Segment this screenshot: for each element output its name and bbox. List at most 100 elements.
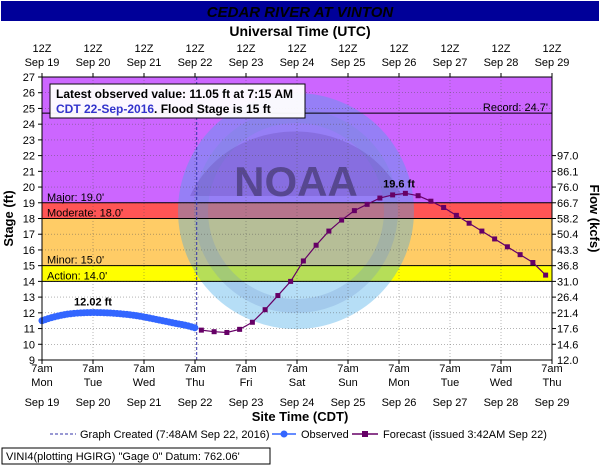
y-tick-label: 10	[23, 339, 35, 351]
threshold-label: Action: 14.0'	[47, 270, 107, 282]
y-tick-label: 18	[23, 214, 35, 226]
observed-point	[64, 311, 71, 317]
x-axis-title: Site Time (CDT)	[252, 409, 349, 424]
x-bottom-tick-day: Sat	[289, 377, 306, 389]
x-bottom-tick-day: Thu	[186, 377, 205, 389]
forecast-point	[262, 307, 268, 313]
forecast-point	[543, 272, 549, 278]
forecast-point	[288, 278, 294, 284]
observed-point	[90, 309, 96, 316]
forecast-point	[415, 193, 421, 199]
x-top-tick-date: Sep 19	[25, 57, 60, 69]
observed-point	[73, 310, 79, 316]
forecast-point	[453, 212, 459, 218]
footer-box	[1, 447, 271, 465]
x-bottom-tick-day: Mon	[31, 377, 52, 389]
x-bottom-tick-time: 7am	[31, 363, 52, 375]
forecast-point	[339, 217, 345, 223]
forecast-line	[201, 192, 547, 334]
x-top-tick-time: 12Z	[84, 43, 103, 55]
x-bottom-tick-date: Sep 23	[229, 397, 264, 409]
y2-tick-label: 86.1	[557, 166, 578, 178]
y-tick-label: 9	[29, 355, 35, 367]
x-top-tick-date: Sep 27	[433, 57, 468, 69]
x-bottom-tick-date: Sep 28	[484, 397, 519, 409]
x-top-tick-time: 12Z	[543, 43, 562, 55]
y2-axis-title: Flow (kcfs)	[587, 185, 600, 253]
forecast-point	[492, 236, 498, 242]
observed-point	[47, 315, 54, 321]
y-tick-label: 17	[23, 229, 35, 241]
title-bar	[1, 1, 599, 21]
record-label: Record: 24.7'	[483, 102, 548, 114]
y-axis-title: Stage (ft)	[1, 190, 16, 246]
observed-point	[183, 322, 190, 329]
info-date: CDT 22-Sep-2016	[56, 102, 154, 116]
forecast-point	[402, 190, 408, 196]
y2-tick-label: 58.2	[557, 214, 578, 226]
info-line-1: Latest observed value: 11.05 ft at 7:15 …	[56, 87, 293, 101]
x-top-tick-time: 12Z	[339, 43, 358, 55]
x-top-tick-time: 12Z	[390, 43, 409, 55]
x-top-tick-time: 12Z	[186, 43, 205, 55]
x-bottom-tick-date: Sep 26	[382, 397, 417, 409]
info-line-2: CDT 22-Sep-2016. Flood Stage is 15 ft	[56, 102, 271, 116]
forecast-point	[224, 329, 230, 335]
observed-point	[56, 312, 62, 319]
observed-point	[158, 317, 164, 324]
x-top-tick-date: Sep 29	[535, 57, 570, 69]
observed-point	[132, 312, 139, 319]
x-top-tick-date: Sep 20	[76, 57, 111, 69]
y-tick-label: 26	[23, 88, 35, 100]
x-top-tick-time: 12Z	[237, 43, 256, 55]
observed-point	[141, 314, 147, 320]
y2-tick-label: 76.0	[557, 182, 578, 194]
y2-tick-label: 26.4	[557, 292, 578, 304]
x-bottom-tick-day: Fri	[240, 377, 253, 389]
x-bottom-tick-date: Sep 22	[178, 397, 213, 409]
y2-tick-label: 97.0	[557, 151, 578, 163]
y2-tick-label: 36.8	[557, 261, 578, 273]
observed-point	[81, 309, 88, 316]
y-tick-label: 23	[23, 135, 35, 147]
info-box	[49, 83, 306, 119]
forecast-point	[300, 258, 306, 264]
x-bottom-tick-date: Sep 25	[331, 397, 366, 409]
forecast-point	[249, 319, 255, 325]
x-top-tick-time: 12Z	[288, 43, 307, 55]
forecast-point	[237, 326, 243, 332]
observed-point	[124, 311, 130, 318]
y2-tick-label: 21.4	[557, 308, 578, 320]
noaa-watermark: NOAA	[178, 93, 414, 329]
chart-title: CEDAR RIVER AT VINTON	[207, 4, 395, 21]
y-tick-label: 11	[24, 324, 35, 336]
forecast-point	[530, 260, 536, 266]
y-tick-label: 19	[23, 198, 35, 210]
axis-labels: Site Time (CDT) Stage (ft) Flow (kcfs)	[1, 185, 600, 424]
x-top-tick-date: Sep 22	[178, 57, 213, 69]
x-top-tick-date: Sep 23	[229, 57, 264, 69]
x-bottom-tick-day: Wed	[133, 377, 155, 389]
x-bottom-tick-day: Mon	[388, 377, 409, 389]
forecast-point	[504, 244, 510, 250]
y-tick-label: 12	[23, 308, 35, 320]
band-1	[42, 265, 552, 282]
svg-text:NOAA: NOAA	[234, 158, 358, 205]
x-top-tick-date: Sep 26	[382, 57, 417, 69]
observed-point	[175, 321, 181, 327]
x-bottom-tick-time: 7am	[388, 363, 409, 375]
x-bottom-tick-time: 7am	[490, 363, 511, 375]
x-top-tick-date: Sep 24	[280, 57, 315, 69]
x-bottom-tick-date: Sep 24	[280, 397, 315, 409]
legend-forecast: Forecast (issued 3:42AM Sep 22)	[383, 429, 547, 441]
x-bottom-tick-time: 7am	[184, 363, 205, 375]
forecast-point	[479, 228, 485, 234]
y2-tick-label: 66.7	[557, 198, 578, 210]
x-bottom-tick-time: 7am	[541, 363, 562, 375]
data-series: 12.02 ft 19.6 ft	[38, 77, 549, 360]
threshold-label: Moderate: 18.0'	[47, 208, 123, 220]
observed-point	[115, 310, 122, 317]
x-top-tick-time: 12Z	[441, 43, 460, 55]
forecast-point	[441, 204, 447, 210]
y-tick-label: 25	[23, 103, 35, 115]
